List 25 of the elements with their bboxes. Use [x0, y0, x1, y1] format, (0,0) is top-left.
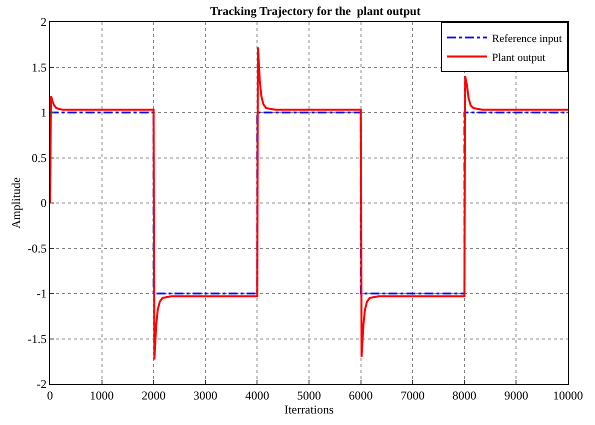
chart-title: Tracking Trajectory for the plant output — [210, 4, 421, 18]
x-tick-label: 9000 — [504, 388, 528, 402]
y-tick-label: -1 — [36, 286, 47, 301]
x-tick-label: 10000 — [553, 388, 583, 402]
y-tick-label: 0.5 — [32, 150, 47, 165]
y-tick-label: 2 — [40, 15, 47, 30]
x-tick-label: 4000 — [245, 388, 270, 402]
x-tick-label: 2000 — [142, 388, 166, 402]
x-axis-title: Iterrations — [284, 402, 334, 416]
y-tick-label: -1.5 — [28, 332, 47, 346]
x-tick-label: 1000 — [90, 388, 114, 402]
legend-label: Reference input — [492, 32, 562, 45]
y-tick-label: -2 — [36, 377, 47, 392]
y-tick-label: 1.5 — [32, 60, 47, 74]
x-tick-label: 5000 — [297, 388, 321, 402]
x-tick-label: 3000 — [193, 388, 218, 402]
y-tick-label: -0.5 — [28, 241, 47, 256]
x-tick-label: 8000 — [452, 388, 476, 402]
x-tick-label: 6000 — [348, 388, 373, 402]
y-axis-title: Amplitude — [8, 177, 23, 229]
line-series — [50, 46, 568, 361]
y-tick-label: 1 — [40, 106, 47, 120]
x-tick-label: 7000 — [400, 388, 425, 402]
y-tick-label: 0 — [40, 196, 47, 210]
legend-label: Plant output — [492, 52, 546, 64]
